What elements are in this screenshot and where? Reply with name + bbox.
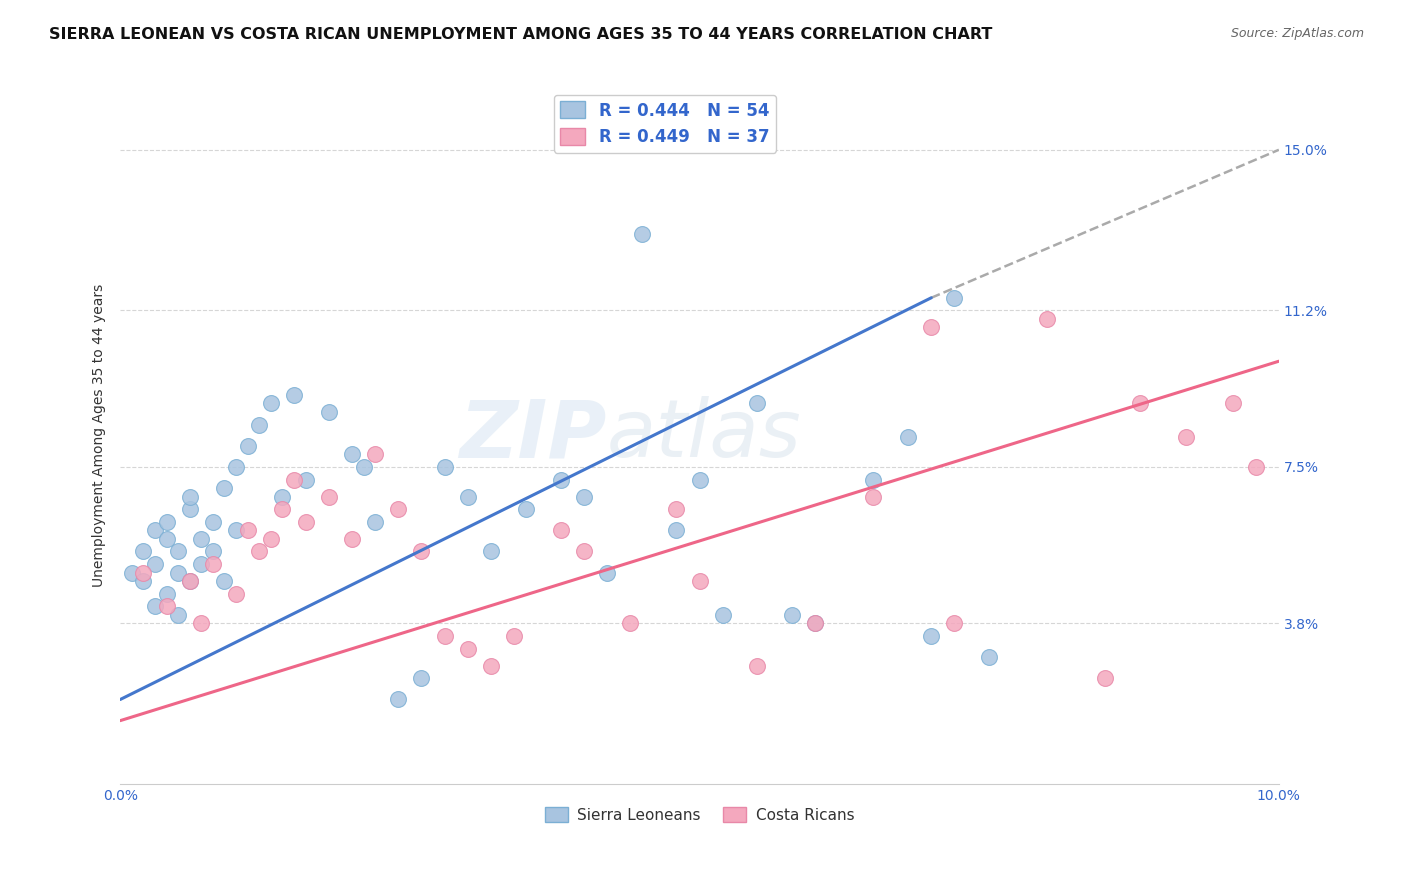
Point (920, 629, 942, 643)
Point (283, 473, 305, 487)
Point (364, 447, 387, 461)
Point (155, 532, 177, 546)
Point (943, 291, 966, 305)
Point (167, 607, 190, 622)
Point (132, 574, 155, 588)
Point (665, 524, 688, 538)
Point (572, 490, 595, 504)
Point (225, 459, 247, 474)
Point (433, 459, 456, 474)
Point (121, 566, 143, 580)
Point (190, 557, 212, 571)
Point (155, 515, 177, 529)
Point (1244, 459, 1267, 474)
Point (260, 396, 283, 410)
Point (1175, 430, 1198, 444)
Point (236, 524, 259, 538)
Point (143, 557, 166, 571)
Point (167, 566, 190, 580)
Point (1036, 312, 1059, 326)
Point (457, 490, 479, 504)
Point (271, 502, 294, 516)
Point (179, 574, 201, 588)
Point (411, 544, 433, 558)
Point (387, 692, 409, 706)
Point (689, 574, 711, 588)
Point (214, 481, 236, 495)
Text: SIERRA LEONEAN VS COSTA RICAN UNEMPLOYMENT AMONG AGES 35 TO 44 YEARS CORRELATION: SIERRA LEONEAN VS COSTA RICAN UNEMPLOYME… (49, 27, 993, 42)
Point (747, 658, 769, 673)
Point (247, 417, 270, 432)
Text: atlas: atlas (607, 396, 801, 475)
Point (572, 544, 595, 558)
Point (411, 671, 433, 685)
Point (550, 524, 572, 538)
Point (804, 616, 827, 631)
Point (294, 473, 316, 487)
Point (225, 524, 247, 538)
Point (503, 629, 526, 643)
Point (179, 490, 201, 504)
Point (143, 599, 166, 614)
Point (167, 544, 190, 558)
Point (155, 587, 177, 601)
Point (387, 502, 409, 516)
Point (433, 629, 456, 643)
Point (247, 544, 270, 558)
Point (364, 515, 387, 529)
Point (318, 490, 340, 504)
Point (711, 607, 734, 622)
Point (294, 515, 316, 529)
Point (747, 396, 769, 410)
Point (665, 502, 688, 516)
Point (1222, 396, 1244, 410)
Point (340, 447, 363, 461)
Legend: Sierra Leoneans, Costa Ricans: Sierra Leoneans, Costa Ricans (538, 800, 860, 829)
Point (596, 566, 619, 580)
Point (979, 650, 1001, 665)
Point (780, 607, 803, 622)
Point (897, 430, 920, 444)
Point (283, 388, 305, 402)
Point (862, 490, 884, 504)
Point (457, 641, 479, 656)
Point (201, 544, 224, 558)
Point (155, 599, 177, 614)
Point (920, 320, 942, 334)
Point (143, 524, 166, 538)
Point (132, 566, 155, 580)
Point (260, 532, 283, 546)
Point (353, 459, 375, 474)
Point (1129, 396, 1152, 410)
Point (179, 574, 201, 588)
Point (619, 616, 641, 631)
Point (179, 502, 201, 516)
Point (201, 557, 224, 571)
Text: Source: ZipAtlas.com: Source: ZipAtlas.com (1230, 27, 1364, 40)
Y-axis label: Unemployment Among Ages 35 to 44 years: Unemployment Among Ages 35 to 44 years (93, 284, 107, 587)
Point (214, 574, 236, 588)
Point (689, 473, 711, 487)
Point (1094, 671, 1116, 685)
Text: ZIP: ZIP (460, 396, 607, 475)
Point (318, 405, 340, 419)
Point (479, 544, 502, 558)
Point (236, 439, 259, 453)
Point (804, 616, 827, 631)
Point (225, 587, 247, 601)
Point (515, 502, 537, 516)
Point (862, 473, 884, 487)
Point (190, 532, 212, 546)
Point (340, 532, 363, 546)
Point (190, 616, 212, 631)
Point (550, 473, 572, 487)
Point (943, 616, 966, 631)
Point (271, 490, 294, 504)
Point (479, 658, 502, 673)
Point (201, 515, 224, 529)
Point (630, 227, 652, 242)
Point (132, 544, 155, 558)
